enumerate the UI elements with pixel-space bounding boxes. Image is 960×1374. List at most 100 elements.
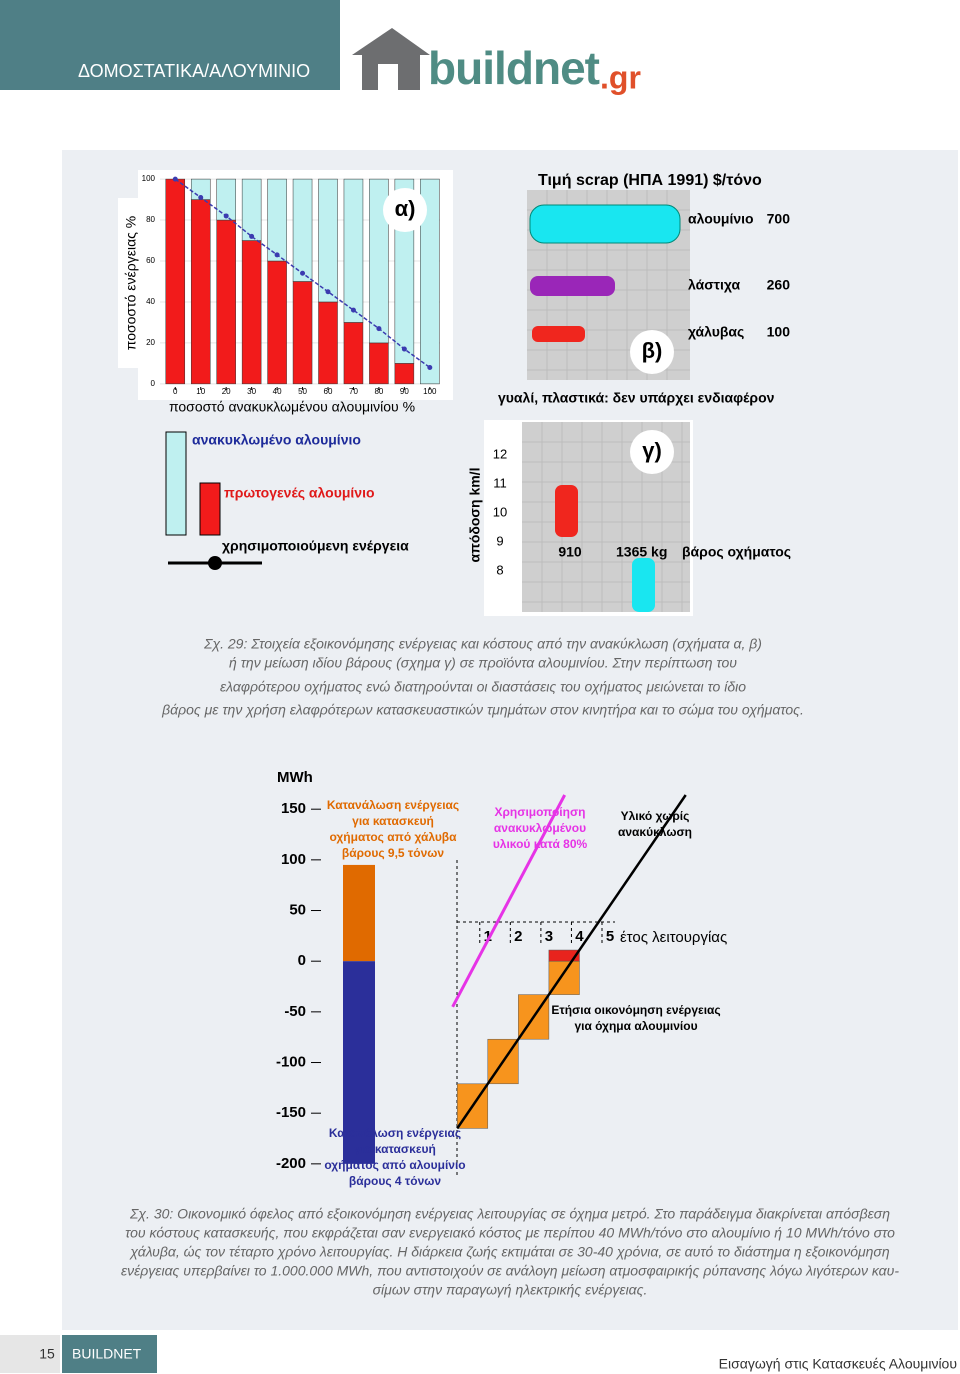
car-rubber — [530, 276, 615, 296]
page-number: 15 — [39, 1346, 55, 1362]
bar — [190, 199, 211, 385]
y-tick-label: 40 — [146, 297, 155, 306]
figure-tag: β) — [642, 338, 663, 363]
energy-point — [401, 346, 407, 352]
legend-swatch — [165, 431, 187, 536]
energy-point — [325, 289, 331, 295]
x-axis-label: ποσοστό ανακυκλωμένου αλουμινίου % — [169, 399, 415, 415]
y-tick-label: -200 — [276, 1155, 306, 1172]
car-heavy — [632, 558, 655, 612]
x-tick-label: 5 — [606, 928, 614, 945]
annotation: Κατανάλωση ενέργειας — [329, 1126, 461, 1140]
legend-swatch — [199, 482, 221, 536]
legend-label: χρησιμοποιούμενη ενέργεια — [222, 538, 409, 554]
bar — [292, 178, 313, 282]
caption-line: ενέργειας υπερβαίνει το 1.000.000 MWh, π… — [121, 1263, 899, 1279]
x-tick-label: 100 — [423, 387, 437, 396]
y-tick-label: 100 — [281, 851, 306, 868]
chart-note: γυαλί, πλαστικά: δεν υπάρχει ενδιαφέρον — [498, 390, 775, 406]
section-title: ΔΟΜΟΣΤΑΤΙΚΑ/ΑΛΟΥΜΙΝΙΟ — [78, 61, 310, 81]
annotation: για όχημα αλουμινίου — [574, 1019, 697, 1033]
annotation: βάρους 4 τόνων — [349, 1174, 442, 1188]
energy-point — [274, 252, 280, 258]
annotation: Ετήσια οικονόμηση ενέργειας — [551, 1003, 720, 1017]
y-tick-label: 50 — [289, 901, 306, 918]
figure-tag: α) — [395, 196, 416, 221]
y-tick-label: 0 — [151, 379, 156, 388]
y-tick-label: 60 — [146, 256, 155, 265]
caption-line: ή την μείωση ιδίου βάρους (σχημα γ) σε π… — [229, 655, 737, 671]
footer-brand-box — [62, 1335, 157, 1373]
bar — [394, 363, 415, 385]
bar — [369, 178, 389, 344]
caption-line: χάλυβα, ώς τον τέταρτο χρόνο λειτουργίας… — [128, 1244, 890, 1260]
energy-point — [249, 233, 255, 239]
recycled-line — [451, 794, 567, 1008]
item-name: αλουμίνιο — [688, 211, 754, 227]
logo-house — [352, 28, 430, 90]
x-tick-label: 70 — [349, 387, 358, 396]
legend-label: ανακυκλωμένο αλουμίνιο — [192, 432, 361, 448]
bar — [292, 281, 313, 385]
tag-circle — [630, 430, 674, 474]
bar — [343, 961, 375, 1164]
logo-text: buildnet — [428, 42, 600, 94]
y-tick-label: -50 — [284, 1003, 306, 1020]
annotation: Υλικό χωρίς — [621, 809, 690, 823]
y-tick-label: 9 — [496, 533, 503, 548]
item-value: 260 — [767, 277, 791, 293]
bar — [241, 178, 262, 241]
energy-point — [172, 176, 178, 182]
y-tick-label: 0 — [298, 952, 306, 969]
x-tick-label: 910 — [558, 544, 582, 560]
item-name: χάλυβας — [688, 324, 744, 340]
annotation: Κατανάλωση ενέργειας — [327, 798, 459, 812]
energy-point — [300, 270, 306, 276]
bar — [343, 864, 375, 962]
energy-point — [350, 307, 356, 313]
y-tick-label: 10 — [493, 504, 507, 519]
guide-lines — [456, 860, 615, 1175]
bar — [318, 178, 338, 303]
annotation: οχήματος από αλουμίνιο — [324, 1158, 465, 1172]
bar — [343, 322, 364, 385]
caption-line: Σχ. 29: Στοιχεία εξοικονόμησης ενέργειας… — [203, 636, 762, 652]
y-tick-label: 150 — [281, 800, 306, 817]
footer-page-box — [0, 1335, 60, 1373]
y-tick-label: 11 — [493, 475, 507, 490]
x-tick-label: 80 — [374, 387, 383, 396]
legend-dot — [208, 556, 222, 570]
y-tick-label: -150 — [276, 1104, 306, 1121]
y-tick-label: 20 — [146, 338, 155, 347]
x-tick-label: 3 — [545, 928, 553, 945]
annotation: για κατασκευή — [352, 814, 434, 828]
car-aluminium — [529, 204, 681, 244]
legend-label: πρωτογενές αλουμίνιο — [224, 485, 375, 501]
caption-line: βάρος με την χρήση ελαφρότερων κατασκευα… — [161, 702, 804, 718]
chart-title: Τιμή scrap (ΗΠΑ 1991) $/τόνο — [538, 172, 762, 189]
energy-point — [198, 195, 204, 201]
footer-title: Εισαγωγή στις Κατασκευές Αλουμινίου — [719, 1356, 957, 1372]
annotation: ανακύκλωση — [618, 825, 692, 839]
header-band — [0, 0, 340, 90]
bar — [267, 178, 287, 262]
figure-tag: γ) — [642, 438, 662, 463]
tag-circle — [630, 330, 674, 374]
no-recycling-line — [456, 794, 687, 1130]
x-tick-label: 1365 kg — [616, 544, 667, 560]
x-tick-label: 60 — [324, 387, 333, 396]
x-tick-label: 2 — [514, 928, 522, 945]
x-tick-label: 50 — [298, 387, 307, 396]
energy-point — [427, 364, 433, 370]
x-tick-label: 10 — [196, 387, 205, 396]
x-axis-label: έτος λειτουργίας — [620, 929, 727, 946]
annotation: ανακυκλωμένου — [494, 821, 586, 835]
annotation: οχήματος από χάλυβα — [329, 830, 457, 844]
caption-line: ελαφρότερου οχήματος ενώ διατηρούνται οι… — [220, 679, 746, 695]
bar — [420, 178, 440, 385]
x-tick-label: 0 — [173, 387, 178, 396]
bar — [241, 240, 262, 385]
bar — [369, 342, 389, 385]
bar — [216, 219, 236, 385]
